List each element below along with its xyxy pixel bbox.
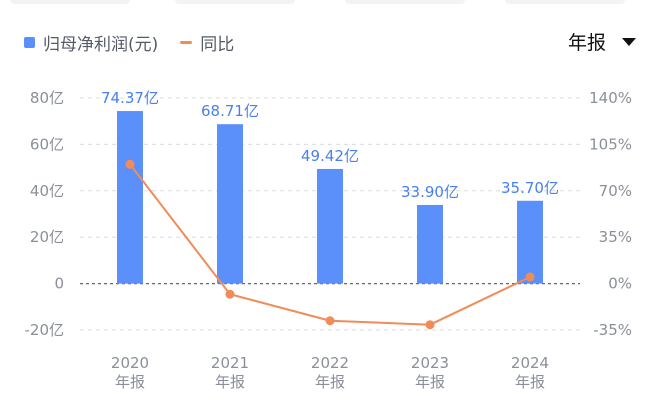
yoy-point — [325, 316, 335, 326]
right-axis-tick-label: 105% — [589, 135, 632, 153]
yoy-point — [125, 159, 135, 169]
yoy-point — [425, 320, 435, 330]
bar-data-label: 68.71亿 — [201, 102, 259, 120]
top-tab-strip — [0, 0, 660, 8]
profit-bar — [317, 168, 343, 284]
left-axis-tick-label: 20亿 — [30, 228, 64, 246]
left-axis-tick-label: 40亿 — [30, 182, 64, 200]
legend-item-yoy[interactable]: 同比 — [180, 30, 234, 55]
chart-legend: 归母净利润(元) 同比 — [24, 30, 234, 55]
tab-stub[interactable] — [175, 0, 295, 4]
x-axis-period-label: 年报 — [415, 373, 445, 391]
x-axis-period-label: 年报 — [515, 373, 545, 391]
yoy-point — [225, 289, 235, 299]
x-axis-year-label: 2020 — [111, 354, 149, 372]
left-axis-tick-label: -20亿 — [25, 321, 65, 339]
right-axis-tick-label: 70% — [599, 182, 632, 200]
bar-data-label: 33.90亿 — [401, 183, 459, 201]
left-axis-tick-label: 60亿 — [30, 135, 64, 153]
x-axis-period-label: 年报 — [215, 373, 245, 391]
legend-label-profit: 归母净利润(元) — [43, 35, 159, 55]
bar-data-label: 74.37亿 — [101, 89, 159, 107]
line-swatch-icon — [180, 41, 193, 44]
profit-bar — [217, 124, 243, 284]
legend-item-profit[interactable]: 归母净利润(元) — [24, 30, 158, 55]
caret-down-icon — [622, 37, 636, 46]
x-axis-year-label: 2021 — [211, 354, 249, 372]
tab-stub[interactable] — [10, 0, 130, 4]
profit-bar — [517, 200, 543, 284]
x-axis-period-label: 年报 — [115, 373, 145, 391]
bar-data-label: 49.42亿 — [301, 147, 359, 165]
right-axis-tick-label: 0% — [608, 275, 632, 293]
x-axis-year-label: 2022 — [311, 354, 349, 372]
x-axis-year-label: 2024 — [511, 354, 549, 372]
x-axis-year-label: 2023 — [411, 354, 449, 372]
right-axis-tick-label: -35% — [593, 321, 632, 339]
right-axis-tick-label: 140% — [589, 89, 632, 107]
bar-swatch-icon — [24, 37, 35, 48]
period-dropdown-value: 年报 — [567, 32, 606, 54]
right-axis-tick-label: 35% — [599, 228, 632, 246]
profit-bar — [117, 111, 143, 284]
x-axis-period-label: 年报 — [315, 373, 345, 391]
legend-label-yoy: 同比 — [200, 35, 235, 55]
yoy-point — [525, 272, 535, 282]
tab-stub[interactable] — [505, 0, 625, 4]
left-axis-tick-label: 80亿 — [30, 89, 64, 107]
profit-bar — [417, 204, 443, 284]
period-dropdown[interactable]: 年报 — [568, 28, 636, 55]
tab-stub[interactable] — [345, 0, 465, 4]
left-axis-tick-label: 0 — [54, 275, 64, 293]
bar-data-label: 35.70亿 — [501, 179, 559, 197]
